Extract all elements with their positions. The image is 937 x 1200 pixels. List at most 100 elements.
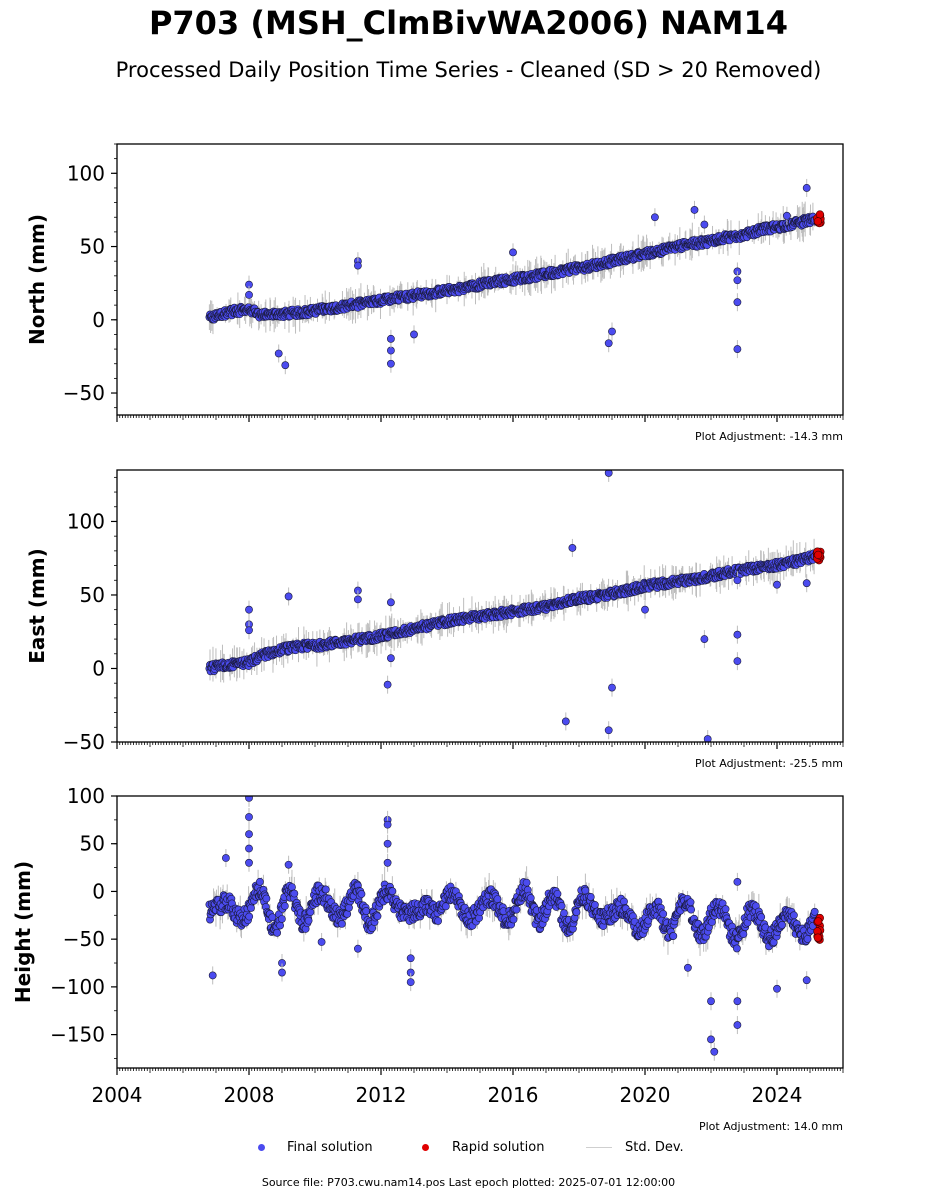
plot-area-1 — [205, 178, 825, 375]
final-point — [357, 890, 366, 898]
final-point — [345, 903, 353, 912]
plot-adjustment: Plot Adjustment: -25.5 mm — [695, 757, 843, 770]
panel-1: −50 0 50 100 North (mm) Plot Adjustment: -14.… — [25, 143, 844, 443]
plot-area-3 — [205, 796, 825, 1061]
y-axis-label: North (mm) — [25, 214, 49, 345]
final-point — [493, 895, 502, 904]
plot-adjustment: Plot Adjustment: -14.3 mm — [695, 430, 843, 443]
y-tick-label: −50 — [63, 381, 105, 405]
y-tick-label: −50 — [63, 927, 105, 951]
y-axis-label: East (mm) — [25, 548, 49, 664]
final-point — [707, 1035, 715, 1044]
final-point — [281, 361, 290, 370]
final-point — [721, 905, 730, 913]
final-point — [388, 887, 397, 896]
y-tick-label: 100 — [67, 161, 105, 185]
final-point — [690, 206, 699, 214]
final-point — [773, 984, 781, 993]
final-point — [803, 935, 812, 943]
final-point — [739, 930, 748, 939]
final-point — [362, 907, 371, 915]
final-point — [733, 345, 742, 353]
final-point — [262, 894, 271, 903]
final-point — [561, 717, 570, 726]
final-point — [245, 605, 253, 614]
final-point — [568, 544, 577, 552]
final-point — [733, 657, 742, 666]
final-point — [659, 909, 668, 918]
final-point — [386, 359, 395, 368]
final-point — [278, 968, 286, 977]
final-point — [733, 576, 742, 585]
final-point — [245, 844, 253, 853]
chart-title: P703 (MSH_ClmBivWA2006) NAM14 — [148, 4, 789, 42]
final-point — [604, 339, 613, 348]
final-point — [732, 944, 741, 953]
final-point — [700, 220, 709, 229]
final-point — [208, 971, 217, 980]
final-point — [245, 830, 253, 839]
final-point — [337, 920, 346, 928]
final-point — [386, 346, 395, 355]
final-point — [386, 334, 395, 343]
plot-area-2 — [205, 470, 825, 742]
final-point — [284, 592, 293, 601]
y-tick-label: 100 — [67, 784, 105, 808]
final-point — [733, 276, 742, 285]
y-tick-label: 50 — [80, 583, 105, 607]
final-point — [591, 901, 599, 909]
final-point — [620, 897, 628, 906]
final-point — [245, 813, 253, 821]
final-point — [789, 911, 798, 920]
rapid-points — [813, 210, 825, 228]
final-point — [757, 913, 766, 921]
plot-frame — [116, 469, 844, 743]
final-point — [383, 820, 392, 829]
final-point — [553, 889, 562, 898]
y-tick-label: 0 — [92, 308, 105, 332]
y-tick-label: 50 — [80, 832, 105, 856]
final-point — [522, 878, 531, 887]
final-point — [641, 605, 649, 614]
final-point — [383, 680, 392, 689]
final-point — [687, 905, 696, 914]
final-point — [245, 912, 254, 921]
rapid-point — [814, 917, 823, 926]
final-point — [255, 877, 264, 886]
final-point — [733, 997, 742, 1006]
final-point — [512, 905, 521, 914]
final-point — [733, 298, 742, 307]
y-tick-label: −50 — [63, 730, 105, 754]
final-point — [802, 976, 811, 985]
final-point — [406, 978, 415, 987]
y-tick-label: 100 — [67, 509, 105, 533]
final-point — [245, 290, 253, 299]
final-point — [733, 1021, 742, 1029]
final-point — [353, 261, 362, 270]
final-point — [802, 579, 811, 588]
final-point — [557, 902, 566, 910]
final-point — [608, 683, 616, 692]
final-point — [277, 915, 286, 923]
final-point — [586, 893, 595, 901]
final-point — [733, 877, 742, 886]
final-point — [317, 938, 326, 946]
final-point — [386, 598, 395, 607]
final-points — [205, 470, 819, 742]
rapid-point — [813, 217, 823, 226]
final-point — [304, 916, 313, 925]
final-point — [710, 1047, 719, 1056]
final-points — [205, 178, 819, 375]
final-point — [509, 248, 517, 257]
y-tick-label: −100 — [50, 975, 105, 999]
final-point — [778, 921, 786, 929]
final-point — [245, 858, 253, 867]
final-point — [247, 904, 255, 912]
final-point — [221, 854, 230, 862]
final-point — [560, 909, 568, 918]
final-point — [245, 626, 253, 635]
final-point — [608, 327, 616, 336]
final-point — [406, 954, 415, 963]
final-point — [353, 595, 362, 604]
y-tick-label: 0 — [92, 879, 105, 903]
